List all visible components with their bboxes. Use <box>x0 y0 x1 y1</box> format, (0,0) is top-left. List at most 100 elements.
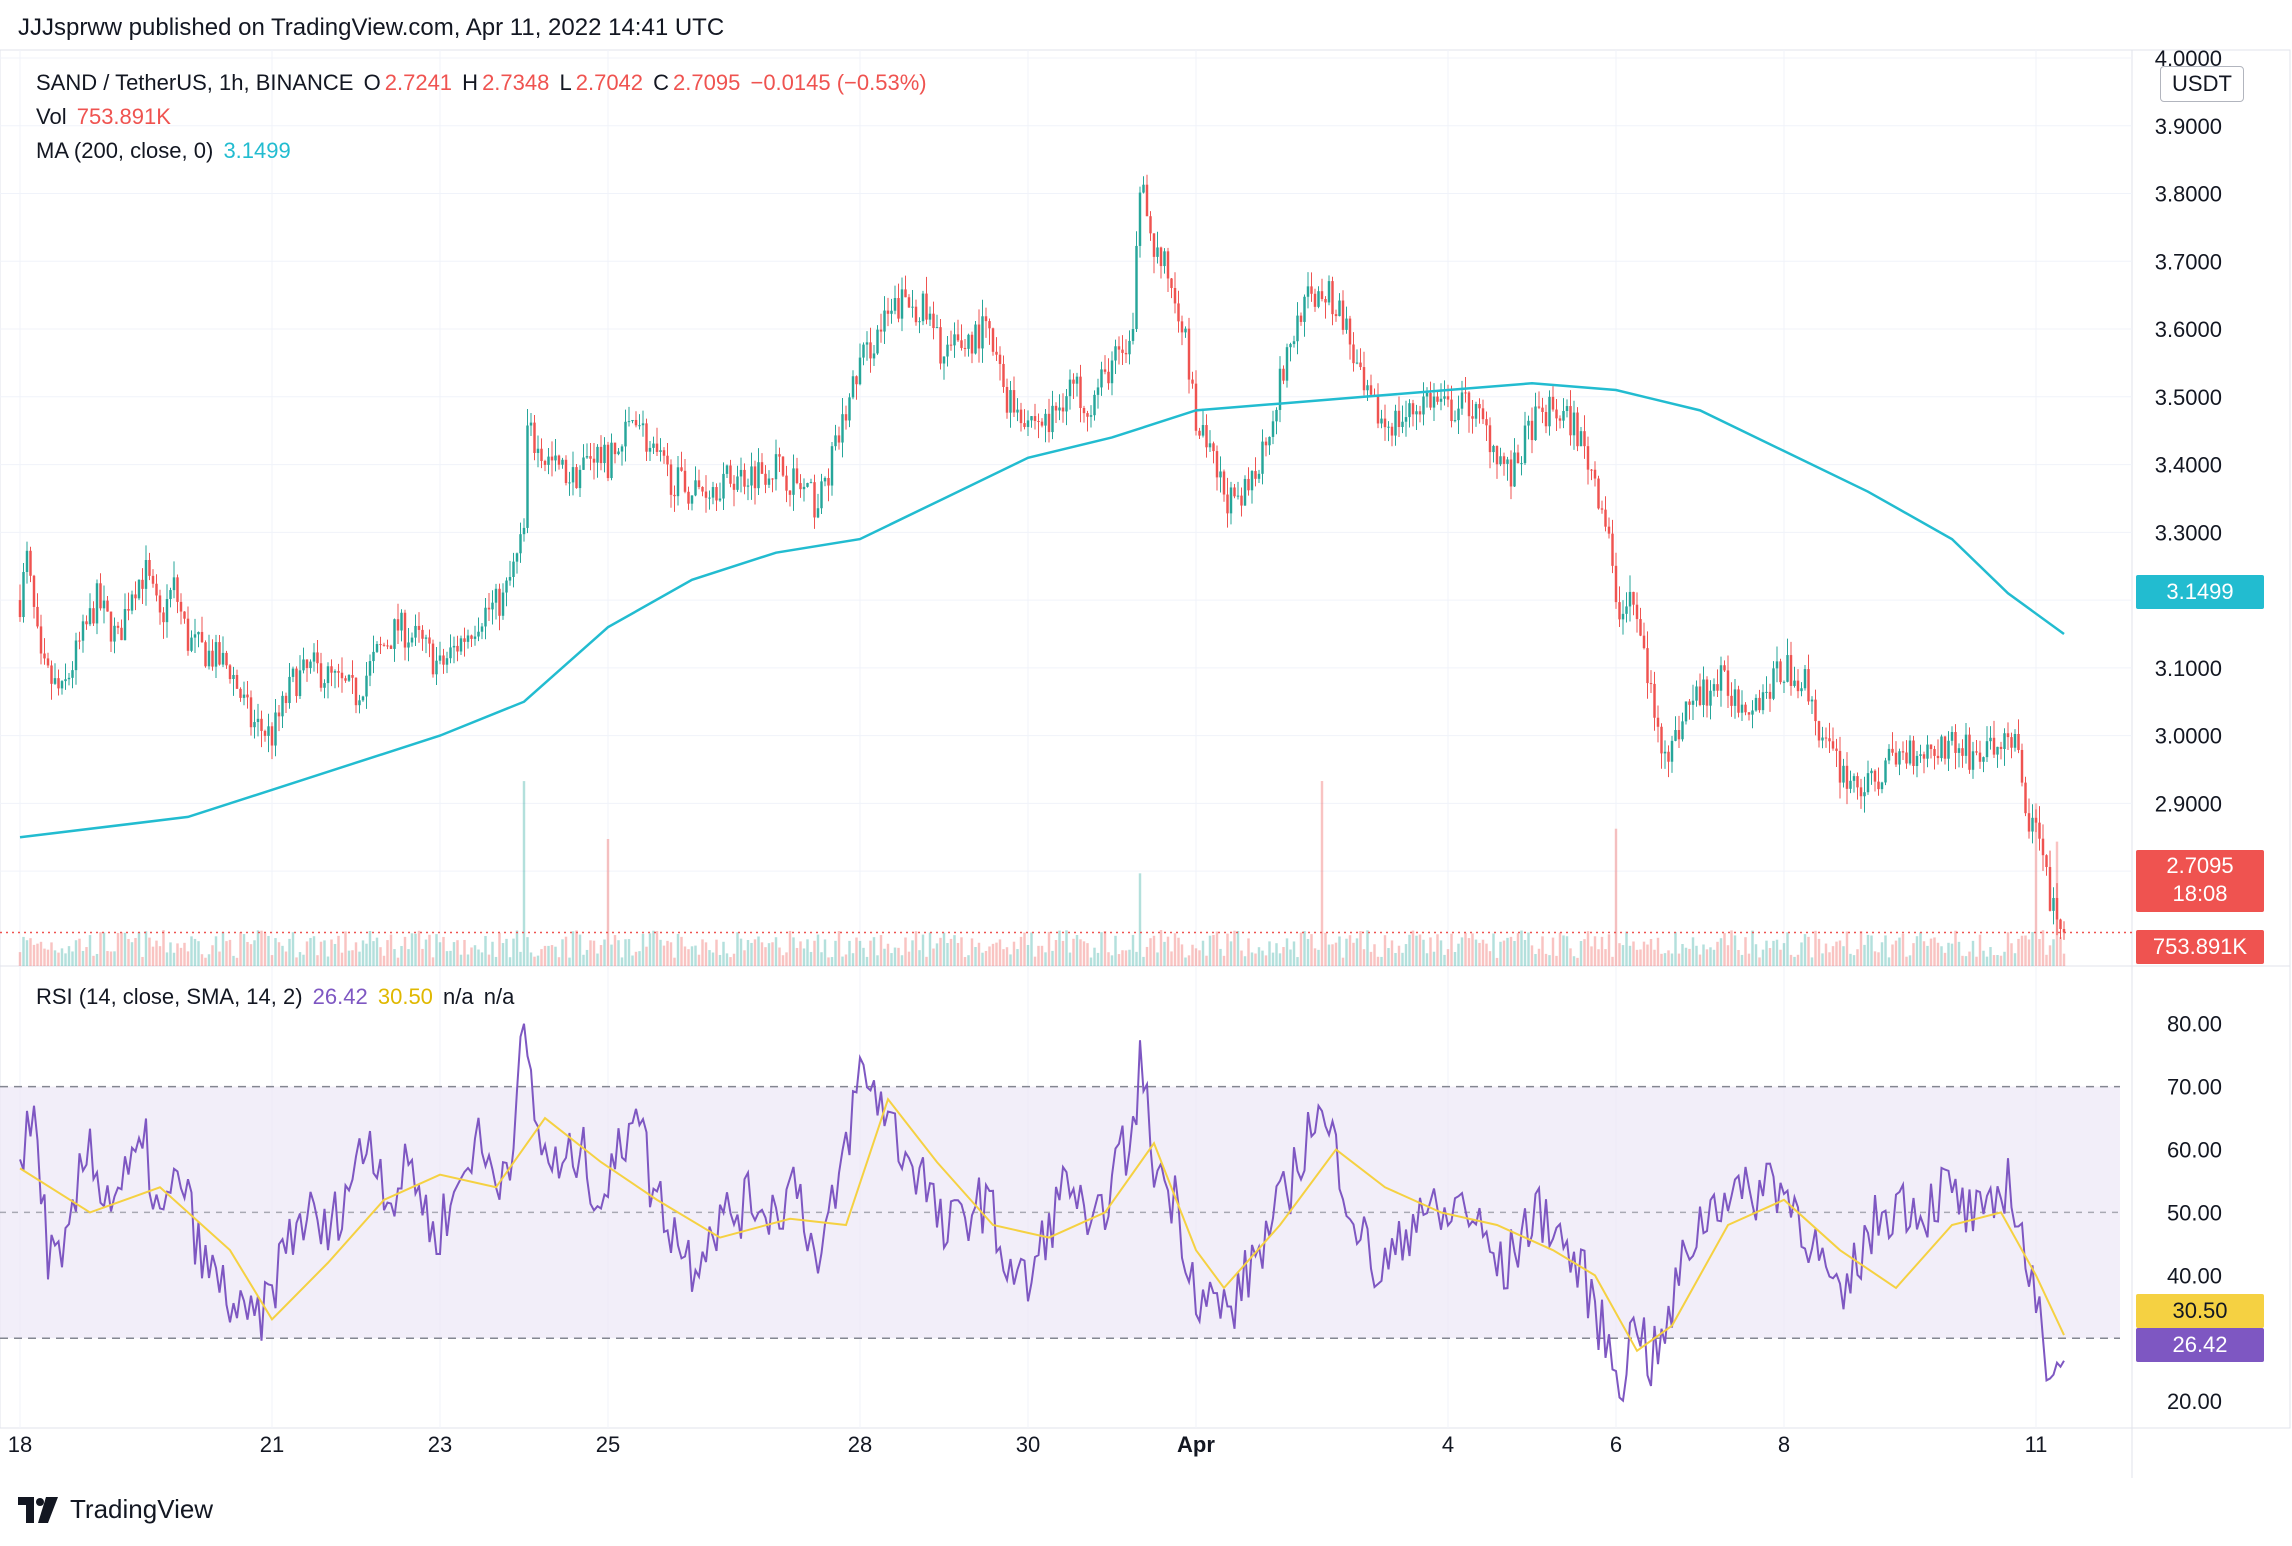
volume-bar <box>193 938 197 966</box>
candle-body <box>967 334 970 349</box>
volume-bar <box>1394 952 1397 966</box>
volume-bar <box>771 942 774 966</box>
candle-body <box>1828 738 1831 742</box>
currency-badge[interactable]: USDT <box>2160 66 2244 102</box>
candle-body <box>645 423 648 452</box>
candle-body <box>200 631 204 643</box>
candle-body <box>1054 405 1058 411</box>
candle-body <box>1520 463 1523 465</box>
candle-body <box>795 468 799 484</box>
volume-bar <box>953 935 956 966</box>
candle-body <box>1653 683 1656 718</box>
volume-bar <box>197 941 200 966</box>
volume-bar <box>928 932 932 966</box>
volume-bar <box>1404 944 1408 966</box>
volume-bar <box>729 957 732 966</box>
candle-body <box>813 482 816 518</box>
candle-body <box>932 313 935 329</box>
candle-body <box>2038 822 2041 839</box>
candle-body <box>1600 508 1604 510</box>
volume-bar <box>18 952 22 966</box>
candle-body <box>1453 420 1457 422</box>
volume-bar <box>1443 954 1446 966</box>
volume-bar <box>1558 932 1562 966</box>
candle-body <box>134 594 137 599</box>
candle-body <box>1016 409 1019 413</box>
x-tick-label: 6 <box>1610 1432 1622 1457</box>
candle-body <box>599 446 603 464</box>
candle-body <box>1243 478 1247 506</box>
volume-bar <box>627 939 631 966</box>
volume-bar <box>92 955 95 966</box>
candle-body <box>1397 410 1401 427</box>
candle-body <box>1278 368 1282 410</box>
volume-bar <box>1390 940 1394 966</box>
candle-body <box>60 681 64 689</box>
candle-body <box>1562 411 1565 421</box>
candle-body <box>561 459 564 465</box>
candle-body <box>2006 733 2010 738</box>
volume-bar <box>1544 953 1548 966</box>
volume-bar <box>1789 954 1793 966</box>
volume-bar <box>1964 956 1968 966</box>
volume-bar <box>757 936 760 966</box>
volume-bar <box>1551 937 1555 966</box>
candle-body <box>1565 406 1569 412</box>
candle-body <box>1660 726 1663 754</box>
candle-body <box>393 619 396 649</box>
volume-bar <box>858 940 862 966</box>
candle-body <box>519 534 522 554</box>
symbol-label[interactable]: SAND / TetherUS, 1h, BINANCE <box>36 70 354 95</box>
candle-body <box>589 456 592 459</box>
last-price-badge: 2.7095 18:08 <box>2136 850 2264 912</box>
candle-body <box>169 590 172 599</box>
candle-body <box>666 455 669 465</box>
candle-body <box>816 508 820 518</box>
candle-body <box>659 450 662 452</box>
candle-body <box>67 677 71 680</box>
candle-body <box>106 600 109 612</box>
volume-bar <box>463 939 466 966</box>
candle-body <box>1492 445 1495 453</box>
volume-bar <box>1726 945 1730 966</box>
ma-line <box>19 381 2065 839</box>
candle-body <box>970 334 974 354</box>
candle-body <box>1982 757 1985 762</box>
candle-body <box>743 469 746 487</box>
open-label: O <box>363 70 381 95</box>
volume-bar <box>452 942 456 966</box>
ma-label[interactable]: MA (200, close, 0) <box>36 138 214 163</box>
tradingview-footer[interactable]: TradingView <box>18 1494 213 1525</box>
volume-bar <box>778 947 781 966</box>
candle-body <box>1058 407 1061 411</box>
volume-bar <box>1565 936 1569 966</box>
candle-body <box>690 495 694 504</box>
candle-body <box>1387 426 1390 428</box>
candle-body <box>935 327 939 329</box>
volume-bar <box>298 952 302 966</box>
candle-body <box>1789 655 1793 686</box>
candle-body <box>1968 734 1971 770</box>
volume-bar <box>1810 957 1814 966</box>
volume-bar <box>974 946 977 966</box>
candle-body <box>2045 855 2048 868</box>
candle-body <box>1803 669 1807 689</box>
candle-body <box>414 625 417 638</box>
candle-body <box>1145 184 1149 217</box>
rsi-label[interactable]: RSI (14, close, SMA, 14, 2) <box>36 984 303 1009</box>
candle-body <box>725 465 729 474</box>
candle-body <box>1807 669 1810 702</box>
rsi-value: 26.42 <box>312 984 368 1009</box>
volume-bar <box>1432 951 1436 966</box>
volume-bar <box>1516 933 1520 966</box>
volume-bar <box>372 941 375 966</box>
candle-body <box>491 602 494 610</box>
candle-body <box>207 650 211 667</box>
candle-body <box>662 450 666 456</box>
candle-body <box>1576 412 1579 447</box>
candle-body <box>582 457 585 470</box>
volume-bar <box>249 944 253 966</box>
volume-label[interactable]: Vol <box>36 104 67 129</box>
candle-body <box>1604 509 1607 527</box>
